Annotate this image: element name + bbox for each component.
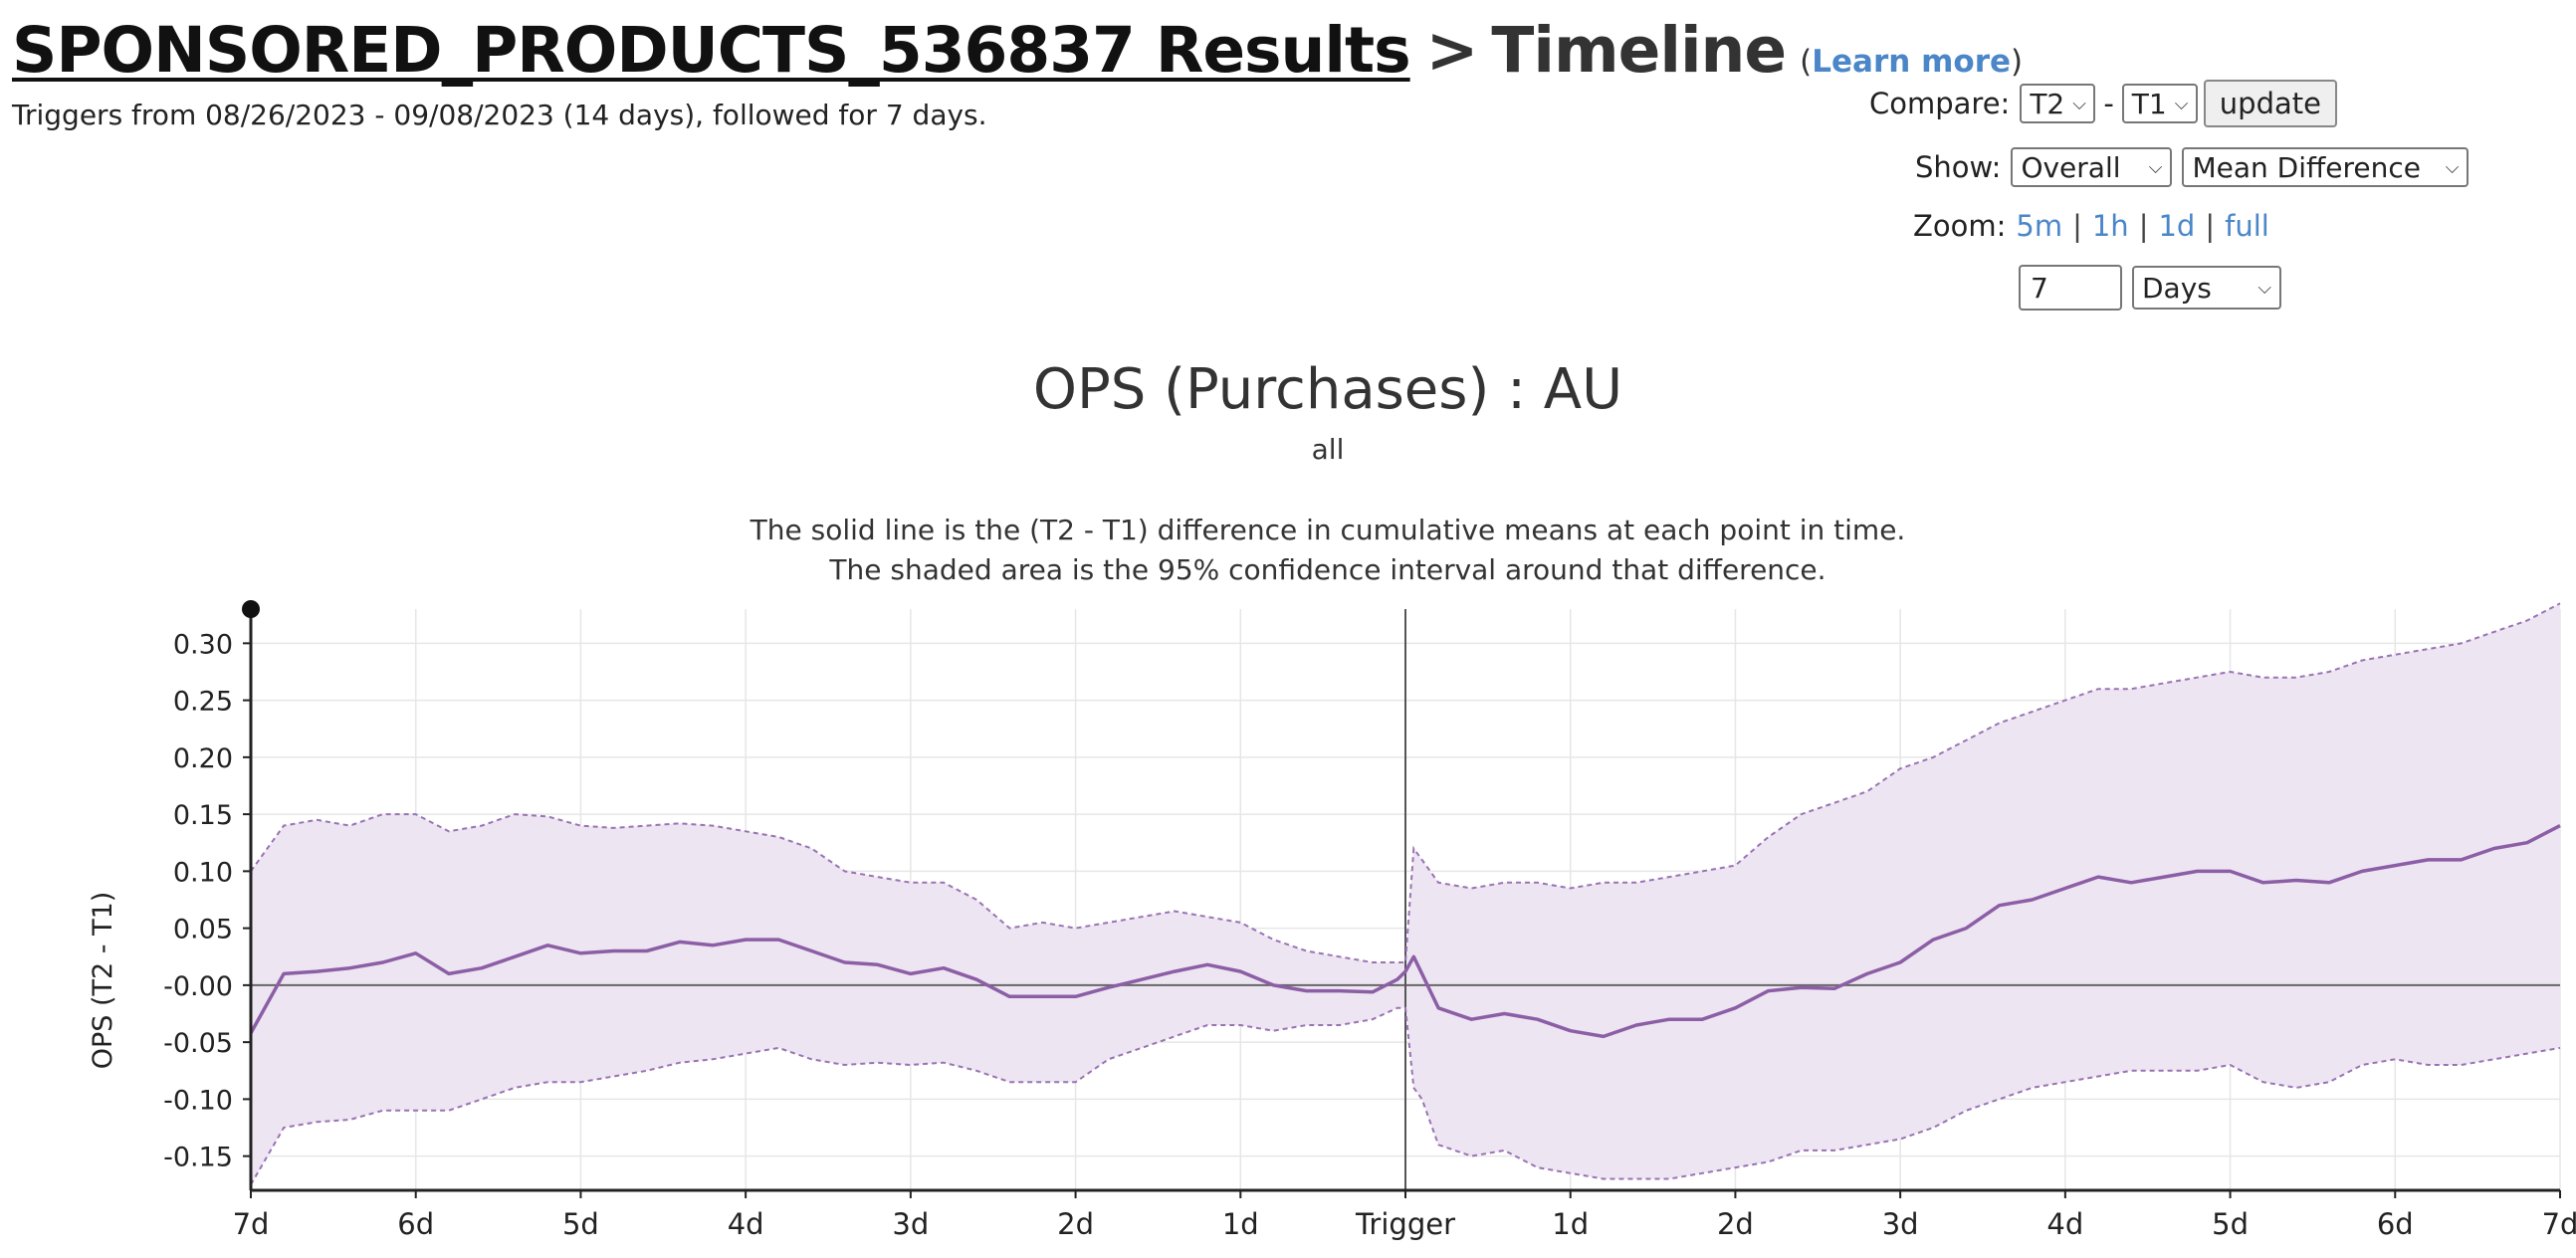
compare-a-value: T2	[2030, 87, 2065, 120]
x-tick-label: 6d	[2377, 1207, 2414, 1241]
zoom-row: Zoom: 5m | 1h | 1d | full	[1913, 209, 2269, 243]
data-lines	[249, 602, 2561, 1185]
zoom-label: Zoom:	[1913, 209, 2007, 243]
y-tick-label: -0.00	[163, 971, 233, 1002]
y-tick-labels: 0.30 0.25 0.20 0.15 0.10 0.05 -0.00 -0.05 -0.10 -…	[163, 629, 233, 1172]
show-label: Show:	[1915, 150, 2002, 184]
x-tick-label: 7d	[2542, 1207, 2576, 1241]
learn-open-paren: (	[1800, 44, 1813, 80]
x-tick-label: 5d	[2212, 1207, 2249, 1241]
y-axis-label: OPS (T2 - T1)	[88, 892, 118, 1070]
title-row: SPONSORED_PRODUCTS_536837 Results > Time…	[12, 14, 2023, 87]
chevron-down-icon: ⌵	[2445, 156, 2460, 178]
y-tick-label: 0.25	[173, 687, 233, 718]
y-tick-label: 0.05	[173, 915, 233, 945]
y-tick-label: -0.05	[163, 1028, 233, 1059]
chart-description-line-2: The shaded area is the 95% confidence in…	[828, 553, 1825, 586]
chart-subtitle: all	[1312, 433, 1345, 466]
x-tick-label: 3d	[1882, 1207, 1919, 1241]
chevron-down-icon: ⌵	[2257, 277, 2271, 299]
compare-b-value: T1	[2131, 87, 2167, 120]
show-metric-select[interactable]: Mean Difference ⌵	[2182, 147, 2469, 187]
chart-description-line-1: The solid line is the (T2 - T1) differen…	[750, 514, 1906, 546]
compare-a-select[interactable]: T2 ⌵	[2020, 84, 2096, 123]
zoom-full-link[interactable]: full	[2225, 209, 2269, 243]
confidence-band	[251, 603, 2560, 1185]
show-metric-value: Mean Difference	[2192, 150, 2421, 184]
learn-more-link[interactable]: Learn more	[1812, 44, 2012, 80]
y-tick-label: 0.20	[173, 743, 233, 774]
duration-unit-value: Days	[2142, 271, 2212, 305]
chart-title: OPS (Purchases) : AU	[1033, 357, 1622, 422]
zoom-separator: |	[2205, 209, 2216, 243]
upper-bound-line	[250, 602, 2561, 963]
show-row: Show: Overall ⌵ Mean Difference ⌵	[1915, 147, 2469, 187]
zero-line	[251, 609, 2560, 1190]
axis-handle-icon	[242, 600, 260, 618]
y-tick-label: 0.30	[173, 629, 233, 660]
compare-row: Compare: T2 ⌵ - T1 ⌵ update	[1869, 80, 2337, 127]
y-tick-label: -0.15	[163, 1143, 233, 1173]
x-tick-label: 4d	[2046, 1207, 2083, 1241]
x-tick-label: 1d	[1222, 1207, 1259, 1241]
learn-close-paren: )	[2011, 44, 2024, 80]
mean-difference-line	[249, 824, 2561, 1039]
page-title: Timeline	[1491, 14, 1787, 87]
chevron-down-icon: ⌵	[2072, 93, 2086, 114]
duration-row: 7 Days ⌵	[2019, 265, 2281, 311]
zoom-1h-link[interactable]: 1h	[2091, 209, 2129, 243]
page-header: SPONSORED_PRODUCTS_536837 Results > Time…	[12, 14, 2023, 131]
x-tick-label: 2d	[1057, 1207, 1094, 1241]
chevron-down-icon: ⌵	[2174, 93, 2189, 114]
x-tick-labels: 7d 6d 5d 4d 3d 2d 1d Trigger 1d 2d 3d 4d 5d 6d 7d	[233, 1207, 2576, 1241]
axes	[242, 600, 2561, 1198]
compare-b-select[interactable]: T1 ⌵	[2121, 84, 2198, 123]
compare-label: Compare:	[1869, 87, 2011, 120]
update-button[interactable]: update	[2203, 80, 2337, 127]
show-scope-value: Overall	[2021, 150, 2121, 184]
y-tick-label: 0.15	[173, 800, 233, 831]
chevron-down-icon: ⌵	[2148, 156, 2163, 178]
zoom-1d-link[interactable]: 1d	[2158, 209, 2196, 243]
show-scope-select[interactable]: Overall ⌵	[2011, 147, 2173, 187]
zoom-separator: |	[2138, 209, 2149, 243]
lower-bound-line	[250, 1006, 2561, 1185]
results-title-link[interactable]: SPONSORED_PRODUCTS_536837 Results	[12, 14, 1411, 87]
x-tick-label: 5d	[562, 1207, 599, 1241]
y-tick-label: -0.10	[163, 1085, 233, 1116]
zoom-separator: |	[2072, 209, 2082, 243]
x-tick-label: 3d	[892, 1207, 929, 1241]
learn-more-wrap: (Learn more)	[1800, 44, 2023, 80]
x-tick-label: 1d	[1552, 1207, 1589, 1241]
compare-dash: -	[2103, 87, 2114, 120]
x-tick-label: 6d	[397, 1207, 434, 1241]
y-tick-label: 0.10	[173, 857, 233, 888]
duration-unit-select[interactable]: Days ⌵	[2132, 266, 2281, 310]
zoom-5m-link[interactable]: 5m	[2016, 209, 2063, 243]
confidence-band-area	[251, 603, 2560, 1185]
breadcrumb-separator: >	[1425, 14, 1479, 87]
x-tick-label: Trigger	[1355, 1207, 1455, 1241]
trigger-range-text: Triggers from 08/26/2023 - 09/08/2023 (1…	[12, 99, 987, 131]
x-tick-label: 4d	[728, 1207, 764, 1241]
x-tick-label: 2d	[1717, 1207, 1754, 1241]
duration-input[interactable]: 7	[2019, 265, 2122, 311]
x-tick-label: 7d	[233, 1207, 270, 1241]
